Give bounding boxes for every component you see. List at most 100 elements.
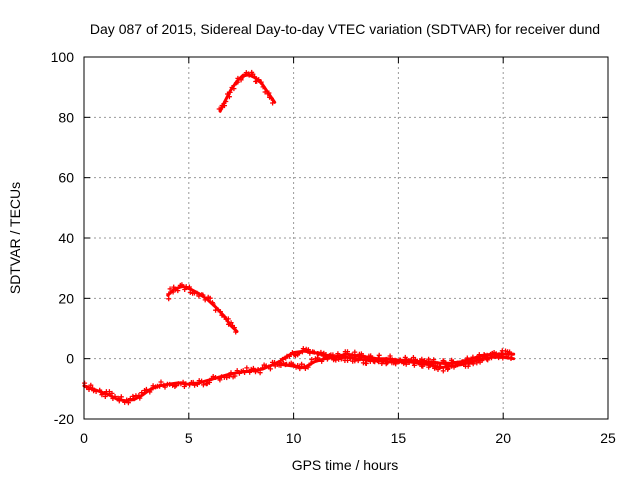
data-point: [387, 353, 393, 359]
data-point: [260, 84, 266, 90]
data-point: [157, 383, 163, 389]
data-point: [419, 356, 425, 362]
y-axis-ticks: -20 0 20 40 60 80 100: [51, 49, 608, 427]
data-point: [200, 292, 206, 298]
data-point: [485, 354, 491, 360]
data-point: [115, 395, 121, 401]
data-point: [480, 356, 486, 362]
x-axis-label: GPS time / hours: [292, 457, 399, 473]
data-point: [118, 394, 124, 400]
data-point: [348, 355, 353, 361]
data-point: [234, 368, 240, 374]
data-point: [355, 358, 361, 364]
data-point: [239, 74, 245, 80]
x-axis-ticks: 0 5 10 15 20 25: [80, 57, 616, 446]
data-point: [255, 367, 261, 372]
data-point: [508, 356, 514, 361]
y-tick-label: 80: [58, 109, 74, 125]
data-point: [217, 377, 223, 383]
grid-lines: [84, 57, 608, 419]
data-point: [180, 379, 186, 385]
data-point: [326, 353, 332, 359]
data-point: [196, 293, 202, 299]
data-point: [368, 353, 374, 359]
data-point: [509, 352, 515, 358]
data-point: [183, 381, 189, 387]
data-point: [246, 72, 252, 78]
data-point: [463, 358, 469, 364]
data-point: [345, 349, 350, 355]
data-point: [98, 389, 104, 395]
data-point: [440, 368, 446, 374]
data-point: [136, 392, 142, 398]
data-point: [353, 353, 359, 359]
data-point: [131, 396, 137, 402]
data-point: [299, 361, 305, 367]
x-tick-label: 10: [286, 430, 302, 446]
data-point: [474, 360, 480, 366]
data-point: [186, 284, 192, 290]
data-point: [244, 365, 250, 371]
data-point: [499, 350, 504, 356]
data-point: [500, 355, 506, 361]
data-point: [349, 352, 355, 358]
data-point: [90, 385, 96, 391]
data-point: [228, 320, 234, 326]
data-point: [308, 360, 314, 366]
data-point: [305, 364, 311, 370]
data-point: [82, 380, 88, 386]
data-point: [295, 363, 301, 368]
data-point: [278, 363, 284, 368]
data-point: [257, 370, 263, 376]
data-point: [213, 375, 218, 380]
data-point: [250, 365, 256, 371]
y-tick-label: 100: [51, 49, 75, 65]
data-point: [464, 355, 470, 361]
data-point: [399, 359, 405, 365]
data-point: [202, 297, 208, 303]
data-point: [341, 352, 347, 358]
data-point: [162, 384, 168, 390]
y-axis-label: SDTVAR / TECUs: [7, 182, 23, 294]
data-point: [469, 358, 475, 364]
data-point: [438, 364, 444, 369]
data-point: [319, 358, 325, 364]
data-point: [106, 389, 112, 395]
data-point: [158, 379, 164, 385]
data-point: [311, 349, 317, 355]
x-tick-label: 25: [600, 430, 616, 446]
data-point: [139, 390, 145, 396]
y-tick-label: 0: [66, 351, 74, 367]
data-point: [124, 397, 130, 403]
data-point: [305, 347, 311, 353]
data-point: [227, 89, 233, 95]
data-point: [363, 361, 369, 366]
data-point: [199, 378, 205, 384]
data-point: [507, 349, 513, 355]
data-point: [286, 353, 292, 359]
data-point: [200, 382, 206, 388]
data-point: [280, 356, 285, 362]
data-point: [252, 74, 258, 80]
data-point: [426, 356, 432, 362]
data-point: [179, 282, 185, 288]
data-point: [431, 357, 437, 363]
data-point: [233, 329, 239, 335]
data-point: [217, 309, 223, 315]
data-point: [268, 95, 274, 101]
data-point: [93, 389, 99, 394]
data-series: [82, 69, 516, 406]
data-point: [352, 349, 358, 355]
data-point: [421, 358, 427, 364]
data-point: [190, 379, 196, 385]
chart-title: Day 087 of 2015, Sidereal Day-to-day VTE…: [90, 21, 600, 37]
data-point: [318, 349, 324, 355]
data-point: [231, 86, 237, 92]
y-tick-label: 40: [58, 230, 74, 246]
data-point: [332, 356, 338, 362]
data-point: [385, 358, 390, 364]
data-point: [476, 352, 482, 358]
data-point: [125, 400, 131, 406]
data-point: [167, 286, 173, 292]
